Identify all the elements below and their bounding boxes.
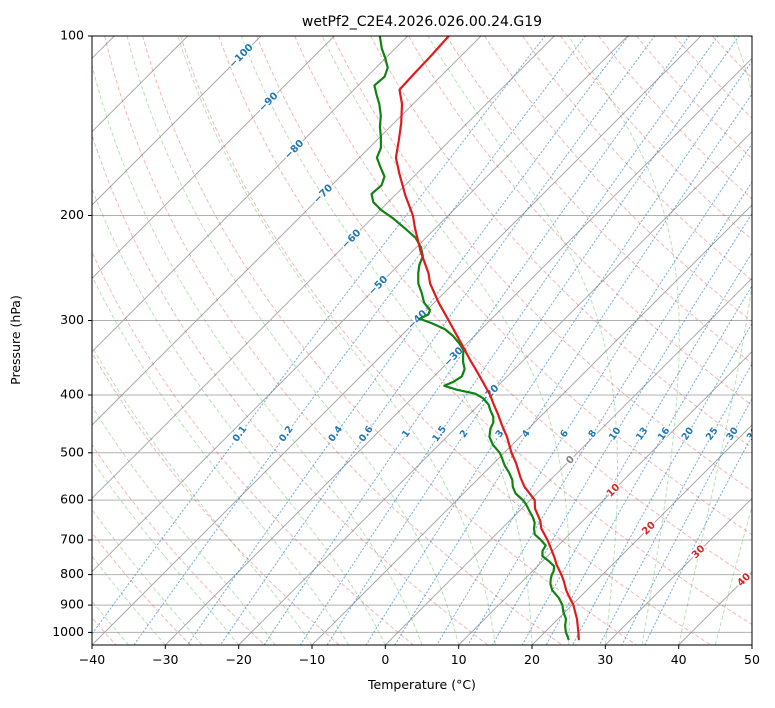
pressure-tick-label: 500 bbox=[60, 444, 84, 459]
moist-adiabat-lines bbox=[92, 36, 752, 645]
temperature-tick-label: 20 bbox=[524, 652, 540, 667]
mixing-ratio-label: 25 bbox=[704, 425, 721, 442]
pressure-tick-label: 200 bbox=[60, 207, 84, 222]
mixing-ratio-label: 8 bbox=[586, 428, 599, 440]
y-axis-label: Pressure (hPa) bbox=[8, 295, 23, 385]
mixing-ratio-label: 1 bbox=[400, 428, 413, 440]
isotherm-label: −90 bbox=[257, 91, 281, 115]
mixing-ratio-label: 10 bbox=[607, 425, 624, 442]
mixing-ratio-label: 20 bbox=[680, 425, 697, 442]
pressure-tick-label: 600 bbox=[60, 492, 84, 507]
isotherm-label: −80 bbox=[283, 138, 307, 162]
temperature-tick-label: 0 bbox=[381, 652, 389, 667]
temperature-tick-label: 30 bbox=[597, 652, 613, 667]
mixing-ratio-label: 13 bbox=[634, 425, 651, 442]
plot-border bbox=[91, 35, 753, 646]
mixing-ratio-lines bbox=[92, 36, 752, 645]
temperature-tick-label: 50 bbox=[744, 652, 760, 667]
isotherm-lines bbox=[92, 36, 752, 645]
temperature-tick-label: −20 bbox=[226, 652, 252, 667]
dewpoint-curve bbox=[370, 36, 570, 641]
pressure-tick-label: 400 bbox=[60, 387, 84, 402]
pressure-gridlines bbox=[92, 36, 752, 633]
chart-title: wetPf2_C2E4.2026.026.00.24.G19 bbox=[302, 14, 542, 30]
dry-adiabat-lines bbox=[92, 36, 752, 645]
mixing-ratio-label: 2 bbox=[458, 428, 471, 440]
pressure-tick-label: 300 bbox=[60, 312, 84, 327]
pressure-tick-label: 700 bbox=[60, 532, 84, 547]
x-axis-label: Temperature (°C) bbox=[367, 677, 476, 692]
sounding-curves bbox=[370, 36, 580, 641]
pressure-tick-label: 900 bbox=[60, 597, 84, 612]
mixing-ratio-label: 4 bbox=[520, 428, 533, 440]
mixing-ratio-label: 36 bbox=[745, 425, 762, 442]
temperature-tick-label: 10 bbox=[451, 652, 467, 667]
chart-root: −100−90−80−70−60−50−40−30−200102030400.1… bbox=[52, 28, 762, 668]
temperature-tick-label: 40 bbox=[671, 652, 687, 667]
mixing-ratio-label: 0.1 bbox=[231, 424, 250, 444]
temperature-tick-label: −40 bbox=[79, 652, 105, 667]
isotherm-label: 30 bbox=[690, 543, 708, 561]
mixing-ratio-label: 6 bbox=[558, 428, 571, 440]
pressure-tick-label: 800 bbox=[60, 566, 84, 581]
temperature-curve bbox=[394, 36, 580, 641]
pressure-tick-label: 1000 bbox=[52, 624, 84, 639]
temperature-tick-label: −30 bbox=[152, 652, 178, 667]
mixing-ratio-label: 30 bbox=[724, 425, 741, 442]
mixing-ratio-label: 16 bbox=[656, 425, 673, 442]
temperature-tick-label: −10 bbox=[299, 652, 325, 667]
mixing-ratio-label: 0.2 bbox=[277, 424, 296, 444]
pressure-tick-label: 100 bbox=[60, 28, 84, 43]
isotherm-label: −100 bbox=[227, 42, 255, 70]
